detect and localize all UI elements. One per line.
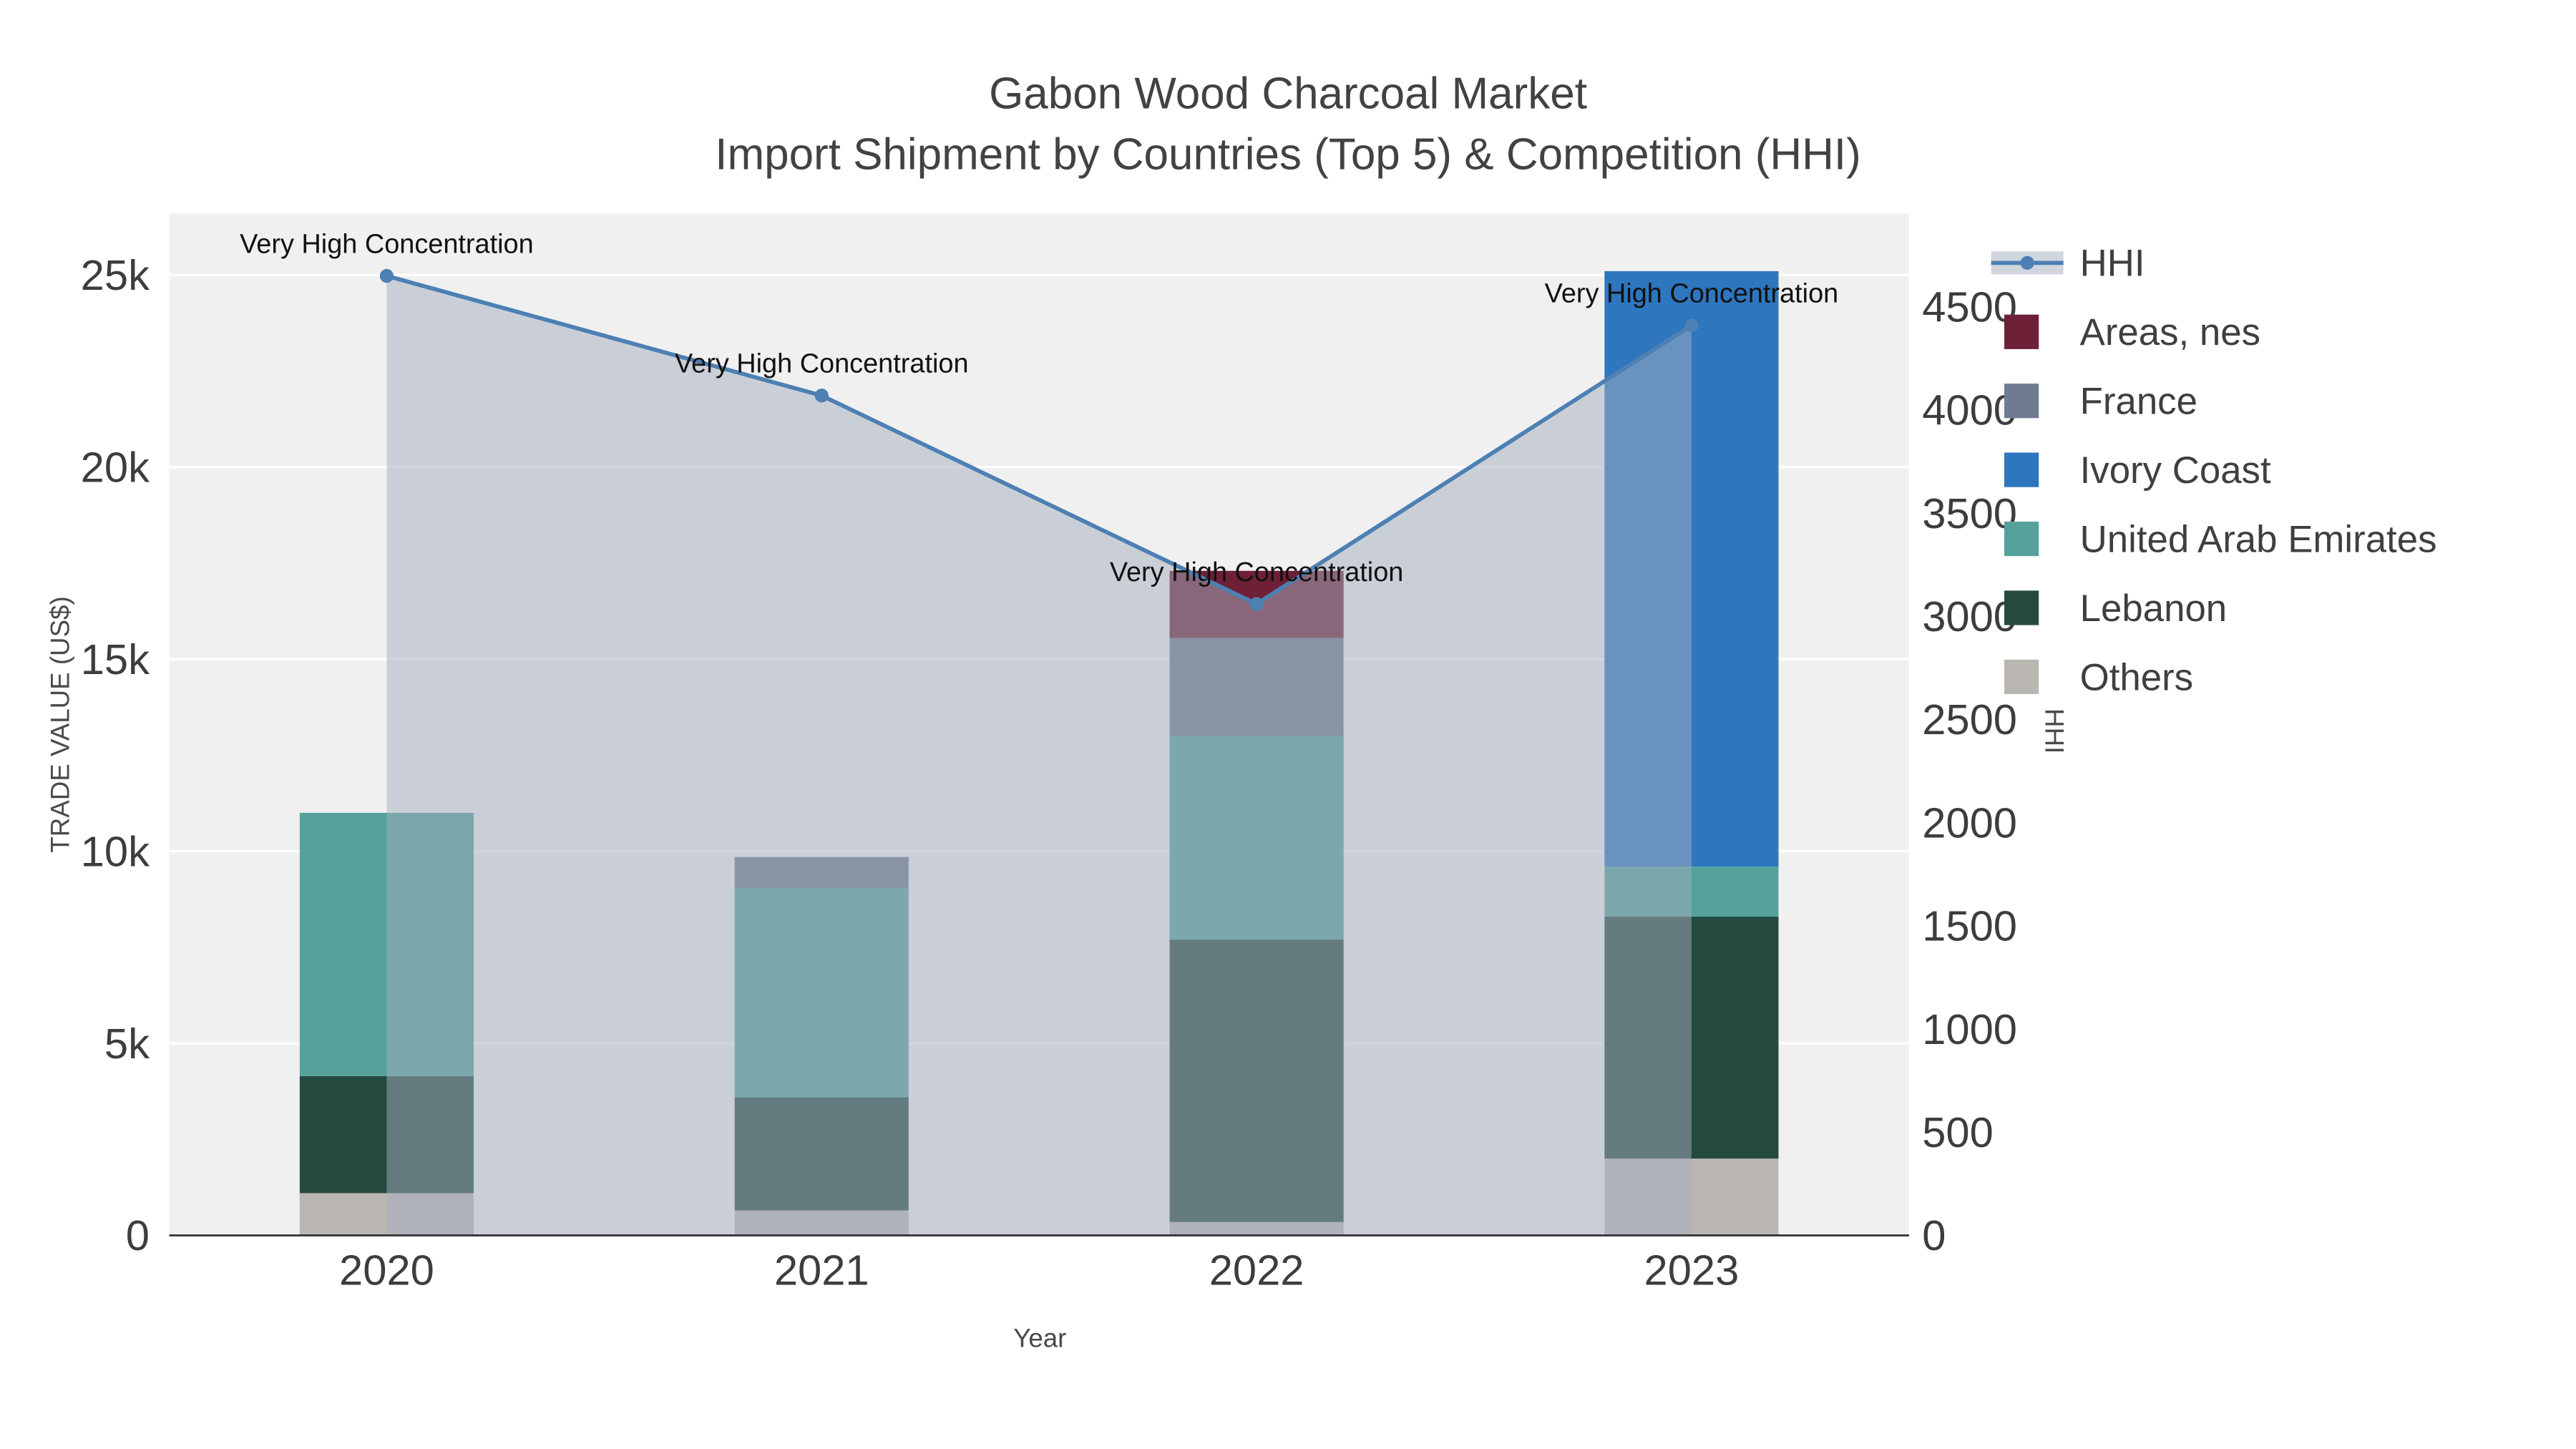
legend-label-lebanon: Lebanon <box>2080 587 2228 630</box>
y2-axis-tick-label: 2500 <box>1922 696 2017 743</box>
annotation-label: Very High Concentration <box>240 229 534 259</box>
y-axis-tick-label: 5k <box>104 1020 150 1068</box>
hhi-marker <box>1249 597 1264 611</box>
legend-swatch <box>2004 521 2039 557</box>
legend-item-others[interactable]: Others <box>2004 656 2193 698</box>
x-axis-tick-label: 2022 <box>1209 1246 1304 1294</box>
y2-axis-tick-label: 4000 <box>1922 386 2017 434</box>
legend-item-france[interactable]: France <box>2004 381 2197 423</box>
legend-swatch <box>2004 314 2039 349</box>
y2-axis-tick-label: 1500 <box>1922 902 2017 950</box>
legend-swatch <box>2004 590 2039 625</box>
hhi-marker <box>1684 318 1699 333</box>
legend-swatch <box>2004 659 2039 695</box>
hhi-marker <box>379 268 394 283</box>
legend-label-others: Others <box>2080 656 2193 698</box>
annotation-label: Very High Concentration <box>1545 279 1839 309</box>
legend-item-areas-nes[interactable]: Areas, nes <box>2004 311 2260 353</box>
y-axis-tick-label: 10k <box>81 827 150 875</box>
hhi-area <box>386 275 1692 1236</box>
x-axis-tick-label: 2023 <box>1644 1246 1740 1294</box>
chart-subtitle: Import Shipment by Countries (Top 5) & C… <box>715 130 1860 179</box>
legend-item-ivory-coast[interactable]: Ivory Coast <box>2004 449 2271 492</box>
plot-area: Very High Concentration Very High Concent… <box>81 213 2017 1294</box>
y-axis-tick-label: 20k <box>81 443 150 491</box>
y-axis-title-right: HHI <box>2039 708 2069 753</box>
legend-swatch <box>2004 384 2039 419</box>
hhi-marker <box>814 389 829 403</box>
y2-axis-tick-label: 500 <box>1922 1108 1994 1156</box>
legend-hhi-marker <box>2020 255 2034 270</box>
chart-title: Gabon Wood Charcoal Market <box>989 69 1587 119</box>
y2-axis-tick-label: 0 <box>1922 1211 1946 1259</box>
legend-item-lebanon[interactable]: Lebanon <box>2004 587 2227 630</box>
y-axis-title-left: TRADE VALUE (US$) <box>45 596 74 852</box>
y2-axis-tick-label: 1000 <box>1922 1005 2017 1053</box>
y-axis-tick-label: 15k <box>81 635 150 683</box>
legend-item-united-arab-emirates[interactable]: United Arab Emirates <box>2004 518 2437 560</box>
x-axis-tick-label: 2020 <box>339 1246 434 1294</box>
x-axis-tick-label: 2021 <box>774 1246 869 1294</box>
legend-label-ivory-coast: Ivory Coast <box>2080 449 2271 492</box>
y-axis-tick-label: 25k <box>81 251 150 299</box>
legend-label-areas-nes: Areas, nes <box>2080 311 2260 353</box>
y2-axis-tick-label: 3500 <box>1922 489 2017 537</box>
x-axis-title: Year <box>1013 1324 1066 1353</box>
legend-label-france: France <box>2080 381 2197 423</box>
legend-item-hhi[interactable]: HHI <box>1991 243 2145 285</box>
y2-axis-tick-label: 4500 <box>1922 283 2017 331</box>
hhi-line <box>386 273 1693 607</box>
legend: HHI Areas, nes France Ivory Coast United Ara… <box>1991 243 2437 698</box>
annotation-label: Very High Concentration <box>1110 557 1404 587</box>
y-axis-tick-label: 0 <box>126 1211 150 1259</box>
legend-label-united-arab-emirates: United Arab Emirates <box>2080 518 2437 560</box>
annotation-label: Very High Concentration <box>675 349 969 379</box>
legend-label-hhi: HHI <box>2080 243 2145 285</box>
y2-axis-tick-label: 2000 <box>1922 799 2017 847</box>
y2-axis-tick-label: 3000 <box>1922 592 2017 640</box>
legend-swatch <box>2004 452 2039 487</box>
